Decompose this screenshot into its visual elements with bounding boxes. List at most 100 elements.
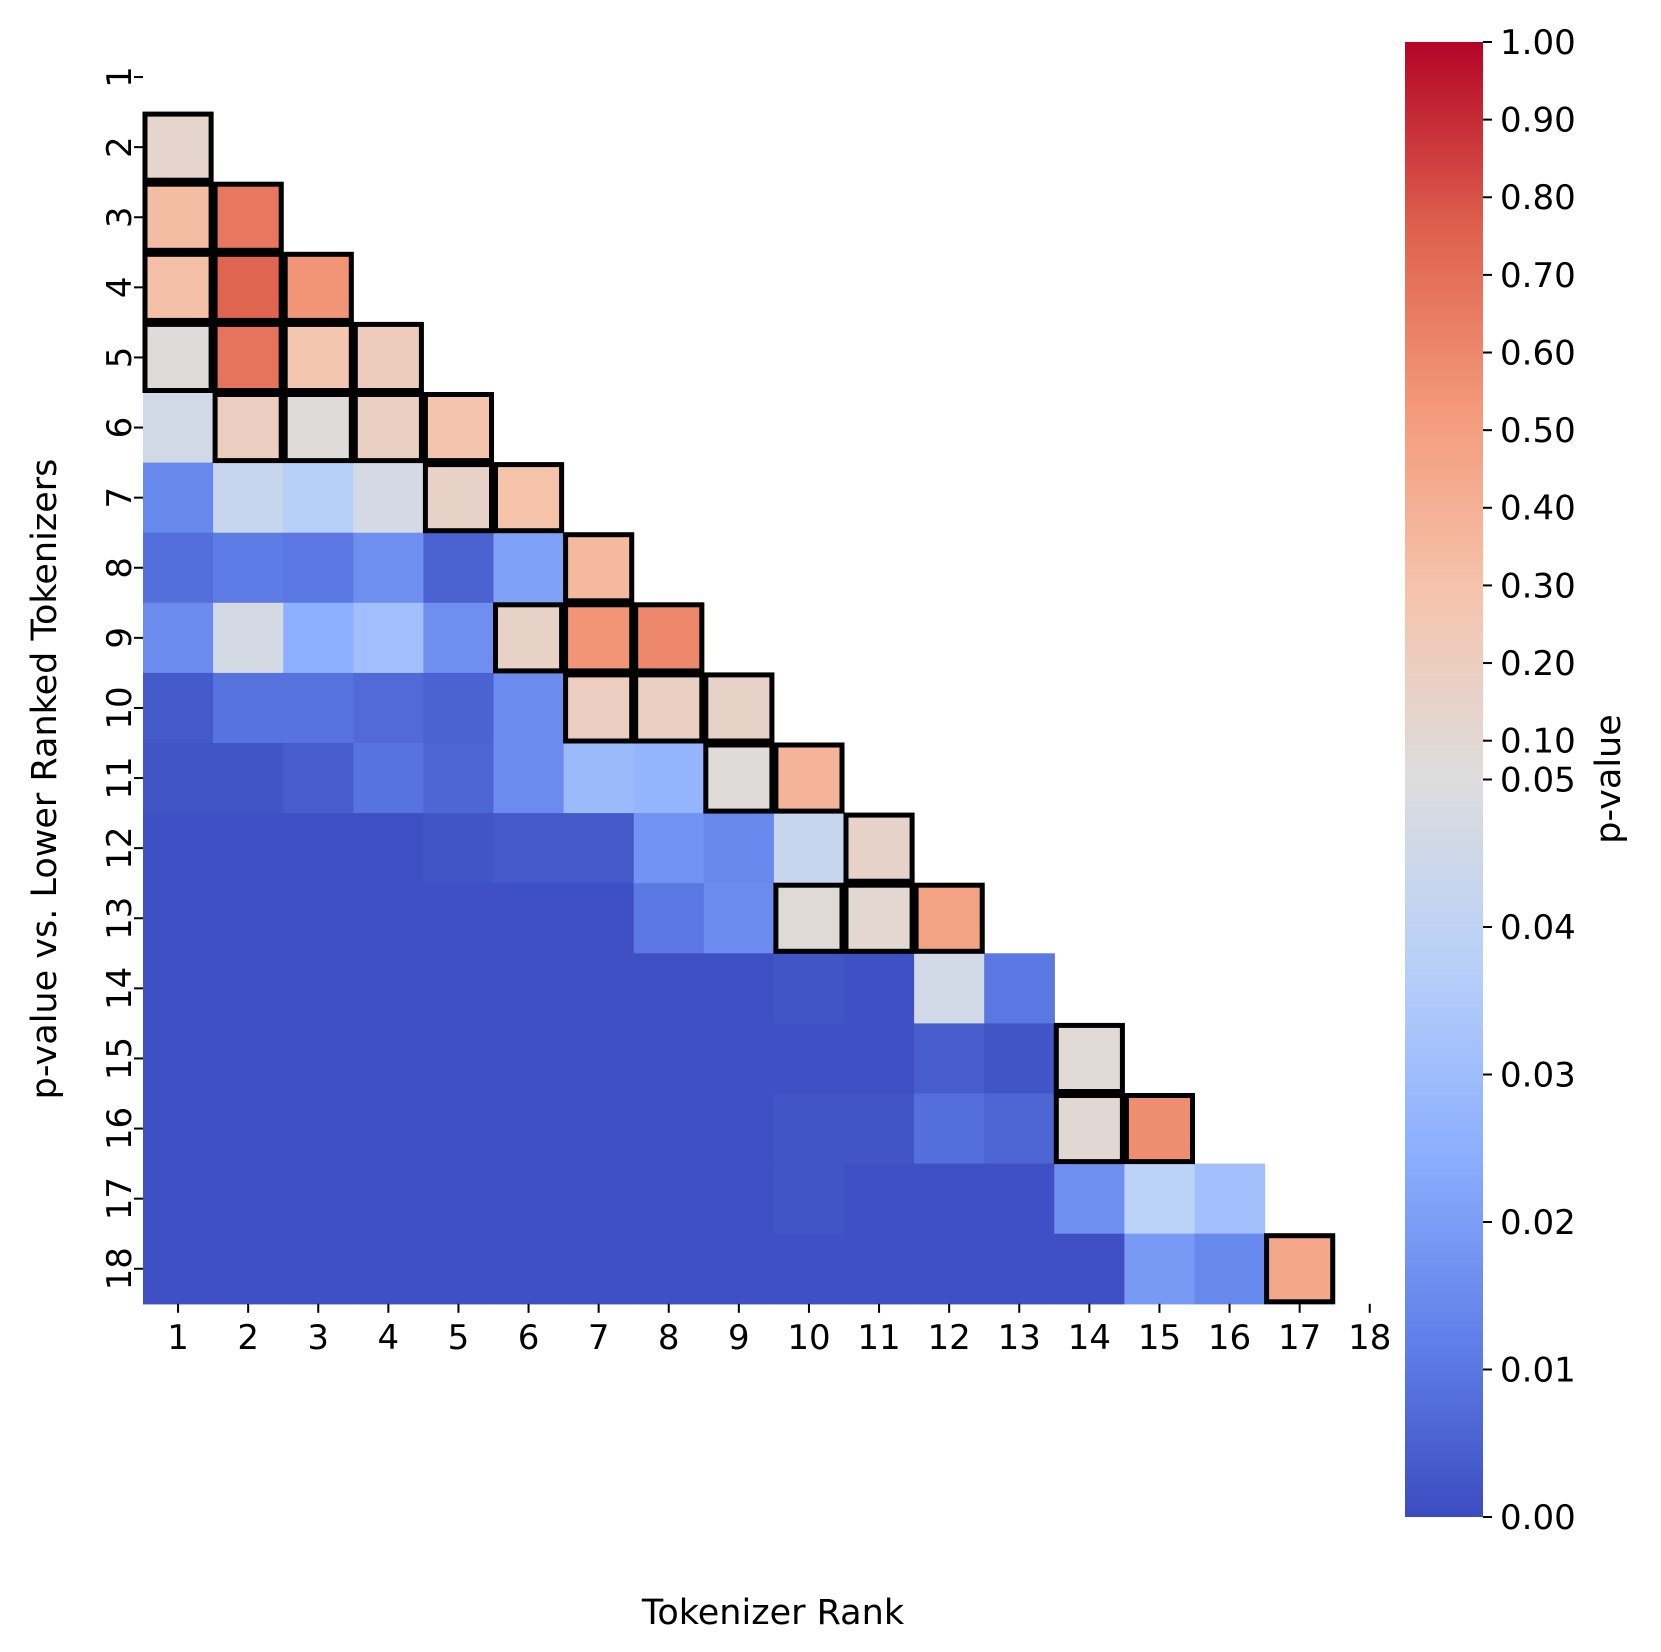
heatmap-cell-r16-c11 (844, 1093, 915, 1165)
heatmap-cell-r13-c4 (353, 883, 424, 954)
heatmap-cell-r5-c2 (213, 322, 284, 394)
outline-r6-c2 (212, 392, 284, 464)
heatmap-cell-r3-c1 (143, 182, 214, 253)
y-tick-label: 7 (100, 487, 140, 509)
heatmap-cell-r18-c11 (844, 1233, 915, 1305)
outline-r4-c3 (282, 251, 354, 323)
y-tick-label: 8 (100, 557, 140, 579)
outline-r4-c1 (142, 251, 214, 323)
heatmap-cell-r10-c7 (563, 672, 635, 744)
heatmap-cell-r15-c7 (563, 1023, 635, 1095)
heatmap-cell-r14-c11 (844, 953, 915, 1024)
heatmap-cell-r15-c12 (914, 1023, 985, 1095)
heatmap-cell-r11-c3 (283, 743, 354, 814)
x-tick-label: 8 (658, 1318, 680, 1358)
heatmap-cell-r16-c8 (633, 1093, 705, 1165)
colorbar-tick-label: 0.90 (1500, 101, 1576, 141)
colorbar-tick-label: 0.70 (1500, 256, 1576, 296)
heatmap-cell-r17-c7 (563, 1163, 635, 1235)
outline-r8-c7 (563, 532, 635, 604)
heatmap-cell-r11-c9 (703, 743, 775, 814)
y-tick-label: 2 (100, 136, 140, 158)
heatmap-cell-r15-c13 (984, 1023, 1055, 1095)
heatmap-cell-r10-c1 (143, 672, 214, 744)
heatmap-cell-r18-c15 (1124, 1233, 1196, 1305)
x-tick-label: 11 (857, 1318, 900, 1358)
heatmap-cell-r18-c4 (353, 1233, 424, 1305)
heatmap-cell-r13-c3 (283, 883, 354, 954)
heatmap-cell-r15-c6 (493, 1023, 565, 1095)
heatmap-cell-r12-c5 (423, 813, 495, 884)
outline-r16-c15 (1123, 1093, 1196, 1165)
heatmap-cell-r17-c5 (423, 1163, 495, 1235)
outline-r5-c4 (352, 321, 424, 393)
heatmap-cell-r9-c2 (213, 602, 284, 674)
colorbar-tick-label: 0.05 (1500, 760, 1576, 800)
colorbar-tick-label: 0.80 (1500, 178, 1576, 218)
heatmap-cell-r8-c4 (353, 532, 424, 604)
heatmap-cell-r18-c5 (423, 1233, 495, 1305)
heatmap-cell-r11-c10 (773, 743, 845, 814)
heatmap-cell-r6-c1 (143, 392, 214, 464)
heatmap-cell-r8-c6 (493, 532, 565, 604)
heatmap-cell-r18-c12 (914, 1233, 985, 1305)
heatmap-cell-r14-c8 (633, 953, 705, 1024)
x-tick-label: 6 (518, 1318, 540, 1358)
outline-r13-c10 (773, 882, 845, 954)
heatmap-cell-r8-c2 (213, 532, 284, 604)
heatmap-cell-r15-c11 (844, 1023, 915, 1095)
x-tick-label: 15 (1138, 1318, 1181, 1358)
heatmap-cell-r14-c3 (283, 953, 354, 1024)
heatmap-cell-r17-c12 (914, 1163, 985, 1235)
heatmap-cell-r10-c2 (213, 672, 284, 744)
x-tick-label: 12 (928, 1318, 971, 1358)
heatmap-cell-r15-c5 (423, 1023, 495, 1095)
heatmap-cell-r11-c5 (423, 743, 495, 814)
colorbar-tick-label: 0.01 (1500, 1350, 1576, 1390)
heatmap-cell-r17-c14 (1054, 1163, 1125, 1235)
heatmap-cell-r11-c8 (633, 743, 705, 814)
colorbar-tick-label: 0.50 (1500, 411, 1576, 451)
y-tick-label: 11 (100, 756, 140, 799)
heatmap-cell-r7-c2 (213, 462, 284, 534)
outline-r18-c17 (1264, 1233, 1336, 1305)
heatmap-cell-r17-c3 (283, 1163, 354, 1235)
outline-r6-c5 (422, 392, 494, 464)
colorbar-tick-label: 0.40 (1500, 489, 1576, 529)
heatmap-cell-r13-c6 (493, 883, 565, 954)
heatmap-cell-r5-c1 (143, 322, 214, 394)
y-tick-label: 4 (100, 277, 140, 299)
heatmap-cell-r18-c17 (1264, 1233, 1336, 1305)
heatmap-cell-r14-c5 (423, 953, 495, 1024)
heatmap-cell-r14-c7 (563, 953, 635, 1024)
outline-r10-c7 (563, 672, 635, 744)
colorbar-tick-label: 0.20 (1500, 644, 1576, 684)
heatmap-cell-r14-c6 (493, 953, 565, 1024)
heatmap-cell-r6-c5 (423, 392, 495, 464)
heatmap-cell-r13-c10 (773, 883, 845, 954)
heatmap-cell-r17-c2 (213, 1163, 284, 1235)
heatmap-cell-r17-c15 (1124, 1163, 1196, 1235)
heatmap-cell-r10-c3 (283, 672, 354, 744)
heatmap-cell-r17-c4 (353, 1163, 424, 1235)
x-tick-label: 10 (787, 1318, 830, 1358)
heatmap-cell-r15-c9 (703, 1023, 775, 1095)
heatmap-cell-r12-c2 (213, 813, 284, 884)
heatmap-cell-r16-c14 (1054, 1093, 1125, 1165)
y-tick-label: 15 (100, 1037, 140, 1080)
heatmap-cell-r3-c2 (213, 182, 284, 253)
heatmap-cell-r10-c6 (493, 672, 565, 744)
heatmap-cell-r6-c3 (283, 392, 354, 464)
heatmap-cell-r11-c4 (353, 743, 424, 814)
outline-r2-c1 (142, 111, 214, 183)
y-tick-label: 14 (100, 967, 140, 1010)
heatmap-cell-r14-c10 (773, 953, 845, 1024)
heatmap-cell-r13-c12 (914, 883, 985, 954)
outline-r7-c5 (422, 462, 494, 534)
heatmap-cell-r9-c1 (143, 602, 214, 674)
heatmap-cell-r5-c4 (353, 322, 424, 394)
heatmap-cell-r10-c9 (703, 672, 775, 744)
heatmap-cell-r12-c3 (283, 813, 354, 884)
